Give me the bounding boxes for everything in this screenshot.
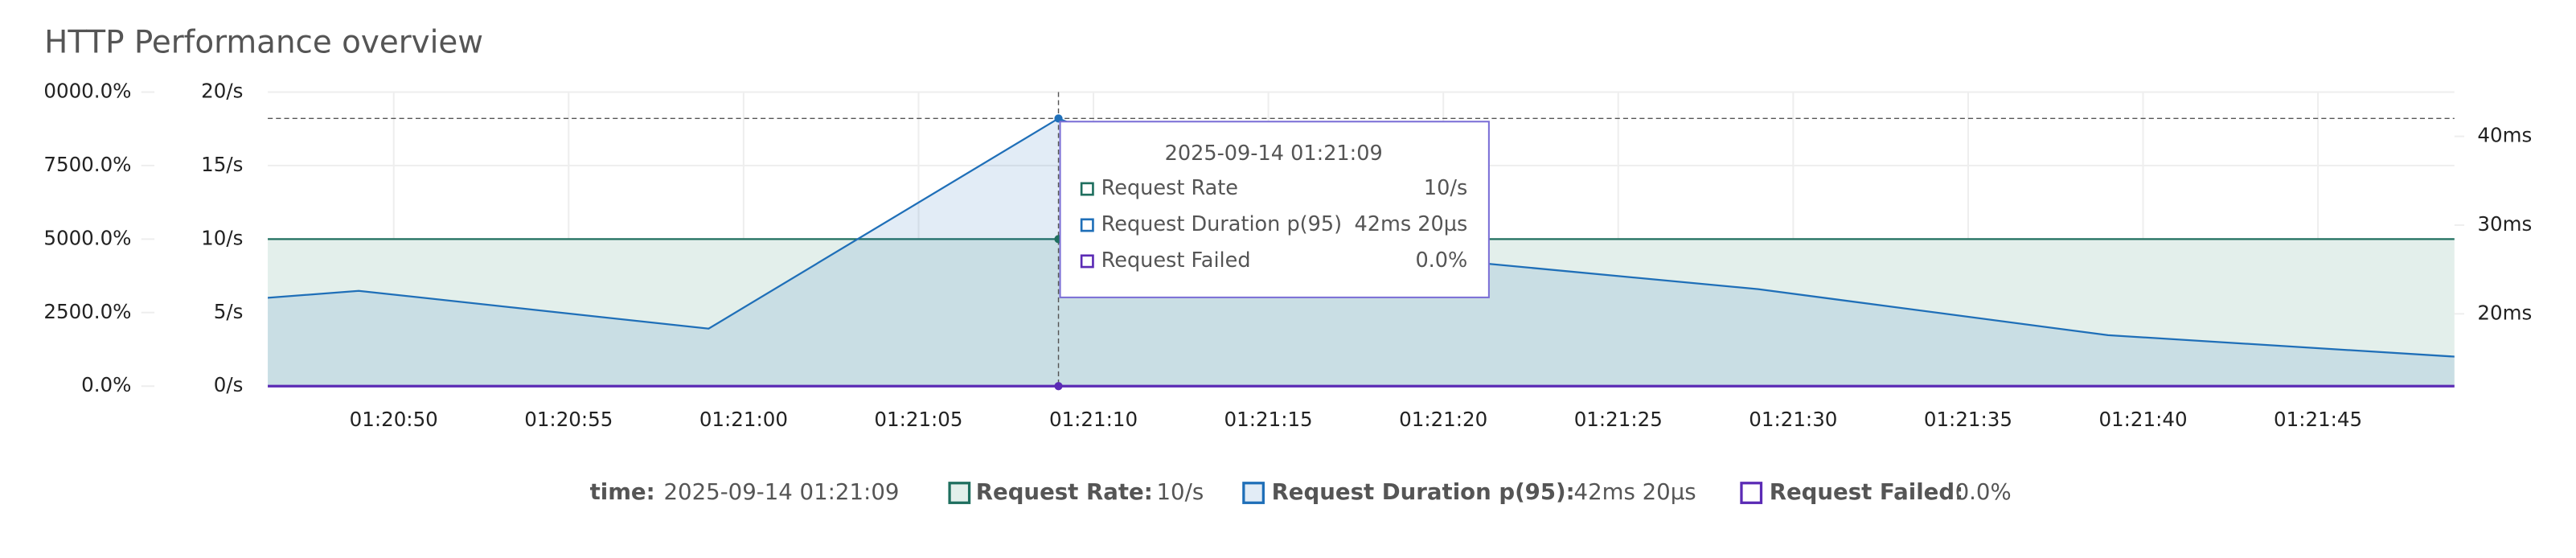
- tooltip-title: 2025-09-14 01:21:09: [1165, 142, 1383, 166]
- tooltip-value: 42ms 20µs: [1355, 212, 1468, 236]
- tooltip-swatch: [1080, 254, 1094, 269]
- x-tick-label: 01:21:00: [699, 408, 788, 431]
- x-tick-label: 01:21:10: [1049, 408, 1138, 431]
- chart-title: HTTP Performance overview: [44, 25, 483, 61]
- tooltip-box: [1059, 121, 1490, 298]
- legend-time: 2025-09-14 01:21:09: [664, 478, 900, 505]
- legend-swatch: [1740, 482, 1763, 504]
- x-tick-label: 01:21:35: [1924, 408, 2012, 431]
- y2-tick-label: 20ms: [2477, 301, 2532, 324]
- hover-point: [1054, 114, 1063, 123]
- y3-tick-label: 0000.0%: [43, 79, 131, 102]
- legend-value: 10/s: [1157, 478, 1204, 505]
- x-tick-label: 01:21:30: [1749, 408, 1837, 431]
- legend-label: Request Failed:: [1770, 478, 1963, 505]
- x-tick-label: 01:21:20: [1399, 408, 1487, 431]
- tooltip-value: 0.0%: [1415, 248, 1467, 273]
- y-tick-label: 5/s: [214, 300, 244, 323]
- legend-value: 42ms 20µs: [1574, 478, 1696, 505]
- legend-swatch: [948, 482, 971, 504]
- y2-tick-label: 40ms: [2477, 124, 2532, 147]
- tooltip-name: Request Duration p(95): [1101, 212, 1342, 236]
- y3-tick-label: 5000.0%: [43, 226, 131, 249]
- legend-value: 0.0%: [1955, 478, 2012, 505]
- y-tick-label: 15/s: [201, 153, 243, 176]
- legend-swatch: [1242, 482, 1265, 504]
- legend-time-label: time:: [590, 478, 655, 505]
- x-tick-label: 01:20:55: [524, 408, 613, 431]
- x-tick-label: 01:21:45: [2274, 408, 2362, 431]
- x-tick-label: 01:21:40: [2098, 408, 2187, 431]
- y3-tick-label: 7500.0%: [43, 153, 131, 176]
- y-tick-label: 10/s: [201, 226, 243, 249]
- hover-point: [1054, 382, 1063, 391]
- tooltip-value: 10/s: [1424, 176, 1467, 200]
- y-tick-label: 20/s: [201, 79, 243, 102]
- y2-tick-label: 30ms: [2477, 212, 2532, 236]
- x-tick-label: 01:20:50: [350, 408, 438, 431]
- x-tick-label: 01:21:25: [1574, 408, 1663, 431]
- x-tick-label: 01:21:05: [874, 408, 962, 431]
- tooltip-name: Request Failed: [1101, 248, 1251, 273]
- tooltip-swatch: [1080, 218, 1094, 232]
- x-tick-label: 01:21:15: [1224, 408, 1313, 431]
- tooltip-swatch: [1080, 182, 1094, 196]
- legend-label: Request Rate:: [976, 478, 1153, 505]
- y3-tick-label: 0.0%: [81, 373, 131, 396]
- y3-tick-label: 2500.0%: [43, 300, 131, 323]
- legend-label: Request Duration p(95):: [1272, 478, 1575, 505]
- series-area: [268, 239, 2455, 387]
- tooltip-name: Request Rate: [1101, 176, 1238, 200]
- y-tick-label: 0/s: [214, 373, 244, 396]
